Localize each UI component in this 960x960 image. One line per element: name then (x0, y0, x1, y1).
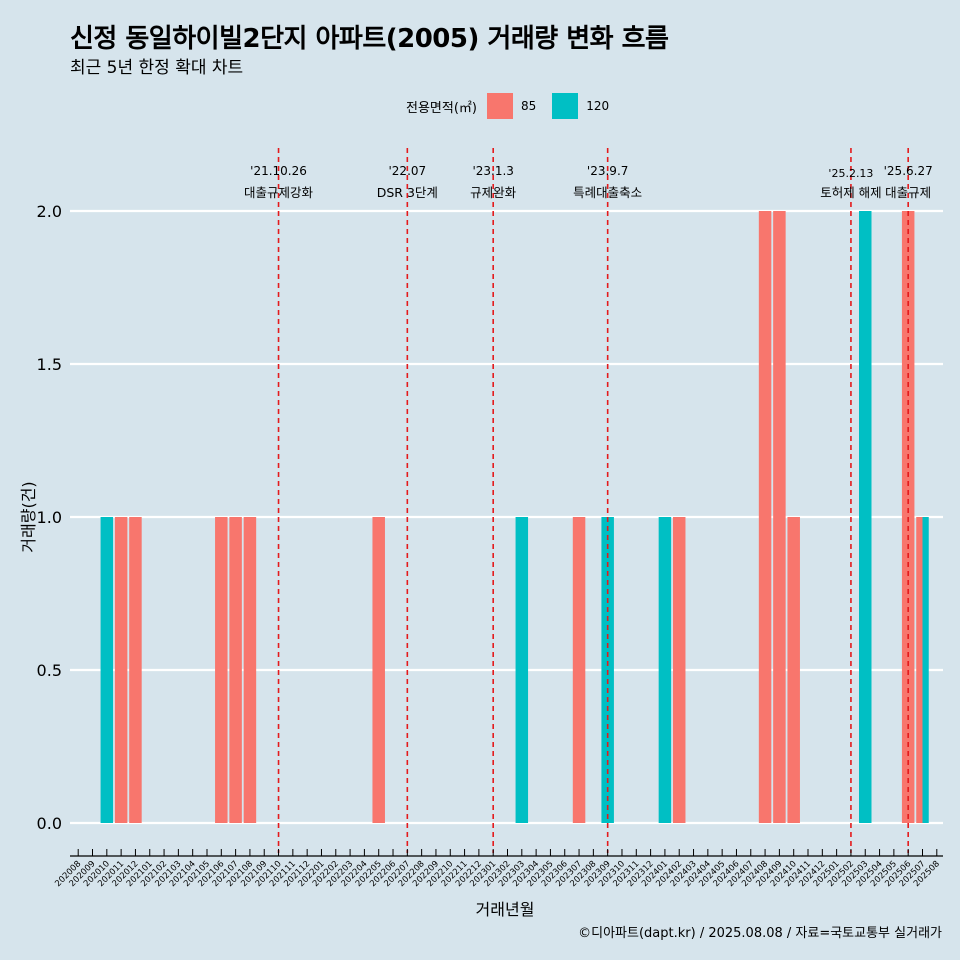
legend: 전용면적(㎡) 85 120 (406, 93, 625, 119)
event-name-label: 대출규제강화 (244, 185, 314, 200)
bar (243, 517, 257, 823)
bar (658, 517, 672, 823)
bar (922, 517, 929, 823)
y-tick-label: 1.5 (37, 355, 62, 374)
bar (129, 517, 142, 823)
legend-key-85 (486, 93, 513, 119)
bar (100, 517, 114, 823)
bar (215, 517, 228, 823)
y-tick-label: 0.0 (37, 814, 62, 833)
chart-title: 신정 동일하이빌2단지 아파트(2005) 거래량 변화 흐름 (70, 24, 669, 54)
event-date-label: '22.07 (389, 164, 427, 178)
bar (114, 517, 128, 823)
event-date-label: '23.1.3 (472, 164, 513, 178)
y-tick-label: 2.0 (37, 202, 62, 221)
bar (229, 517, 242, 823)
bar (859, 211, 872, 823)
y-tick-label: 0.5 (37, 661, 62, 680)
y-axis-title: 거래량(건) (19, 481, 38, 552)
event-date-label: '21.10.26 (250, 164, 307, 178)
event-name-label: 규제완화 (470, 185, 517, 200)
bar (916, 517, 923, 823)
event-name-label: 대출규제 (885, 185, 931, 200)
legend-title: 전용면적(㎡) (406, 100, 477, 116)
legend-key-120 (552, 93, 579, 119)
bar (372, 517, 385, 823)
bar (787, 517, 800, 823)
event-date-label: '23.9.7 (587, 164, 628, 178)
x-axis-title: 거래년월 (476, 900, 535, 919)
chart-subtitle: 최근 5년 한정 확대 차트 (70, 58, 244, 78)
legend-label-120: 120 (586, 99, 610, 113)
event-name-label: 특례대출축소 (573, 185, 642, 200)
event-date-label: '25.6.27 (884, 164, 933, 178)
bar (515, 517, 529, 823)
event-name-label: 토허제 해제 (820, 185, 881, 200)
event-date-label: '25.2.13 (828, 167, 873, 180)
bar (672, 517, 686, 823)
y-tick-label: 1.0 (37, 508, 62, 527)
event-name-label: DSR 3단계 (377, 185, 438, 200)
legend-label-85: 85 (520, 99, 537, 113)
bar (572, 517, 586, 823)
bar (773, 211, 786, 823)
chart-caption: ©디아파트(dapt.kr) / 2025.08.08 / 자료=국토교통부 실… (578, 926, 942, 941)
bar (758, 211, 772, 823)
